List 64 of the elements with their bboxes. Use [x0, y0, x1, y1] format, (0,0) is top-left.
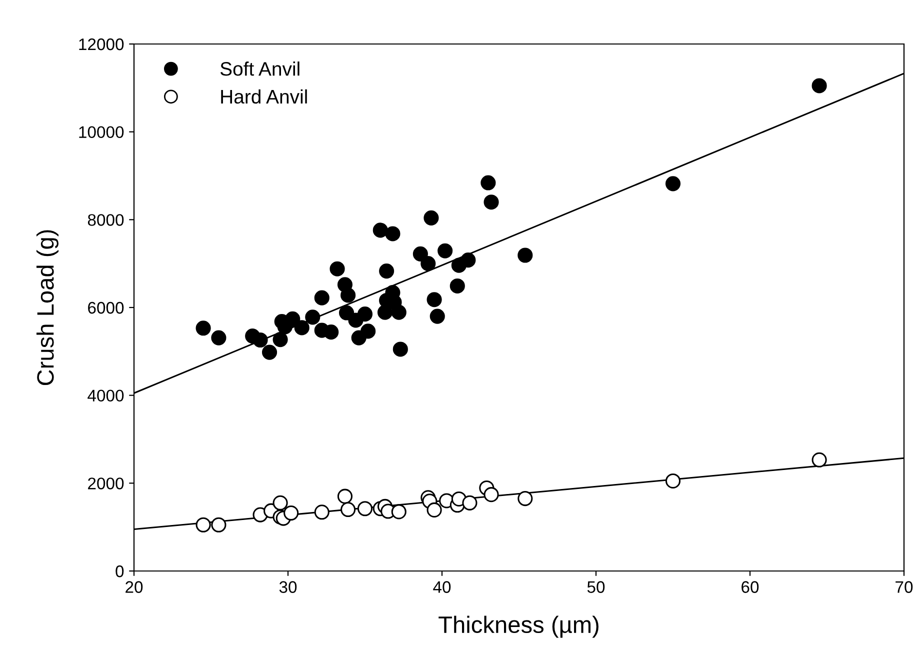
point [420, 256, 436, 272]
y-tick-label: 0 [116, 565, 124, 578]
point [337, 488, 353, 504]
point [305, 310, 320, 325]
x-tick-label: 60 [742, 581, 759, 593]
point [340, 502, 356, 518]
point [460, 252, 476, 268]
point [665, 176, 681, 192]
point [196, 517, 211, 532]
y-tick-label: 12000 [79, 38, 124, 50]
point [812, 78, 827, 94]
point [518, 491, 533, 506]
y-tick-label: 6000 [88, 302, 124, 314]
y-tick-label: 8000 [88, 214, 124, 226]
legend-label: Soft Anvil [220, 62, 300, 76]
x-tick-label: 50 [587, 581, 605, 593]
point [314, 504, 330, 520]
point [211, 517, 226, 532]
point [252, 332, 268, 348]
point [262, 344, 278, 360]
point [438, 243, 453, 258]
y-tick-label: 4000 [88, 390, 124, 402]
point [357, 501, 373, 516]
point [484, 487, 499, 502]
x-tick-label: 70 [896, 581, 913, 593]
point [665, 473, 681, 489]
point [314, 290, 330, 306]
point [391, 304, 406, 320]
point [412, 246, 428, 262]
y-axis-title: Crush Load (g) [36, 230, 58, 386]
point [379, 264, 394, 279]
point [196, 320, 211, 336]
y-tick-label: 2000 [88, 478, 124, 490]
point [294, 320, 310, 336]
point [360, 324, 376, 339]
point [518, 248, 533, 263]
point [272, 495, 288, 510]
y-tick-label: 10000 [79, 126, 124, 138]
x-tick-label: 20 [126, 581, 143, 593]
x-tick-label: 30 [279, 581, 297, 593]
point [430, 308, 445, 324]
point [424, 210, 439, 226]
point [391, 504, 406, 520]
legend-label: Hard Anvil [221, 89, 307, 104]
point [450, 278, 465, 294]
point [324, 324, 339, 340]
point [284, 505, 299, 521]
point [426, 292, 442, 308]
point [480, 175, 496, 190]
point [385, 226, 400, 242]
point [357, 306, 373, 322]
point [340, 288, 356, 303]
point [285, 311, 300, 326]
point [484, 194, 499, 210]
point [372, 222, 388, 238]
point [272, 332, 288, 348]
point [812, 452, 827, 468]
point [392, 342, 408, 357]
x-axis-title: Thickness (µm) [438, 616, 598, 638]
x-tick-label: 40 [433, 581, 451, 593]
point [330, 261, 345, 276]
point [462, 495, 478, 510]
point [211, 330, 226, 346]
point [426, 502, 442, 518]
